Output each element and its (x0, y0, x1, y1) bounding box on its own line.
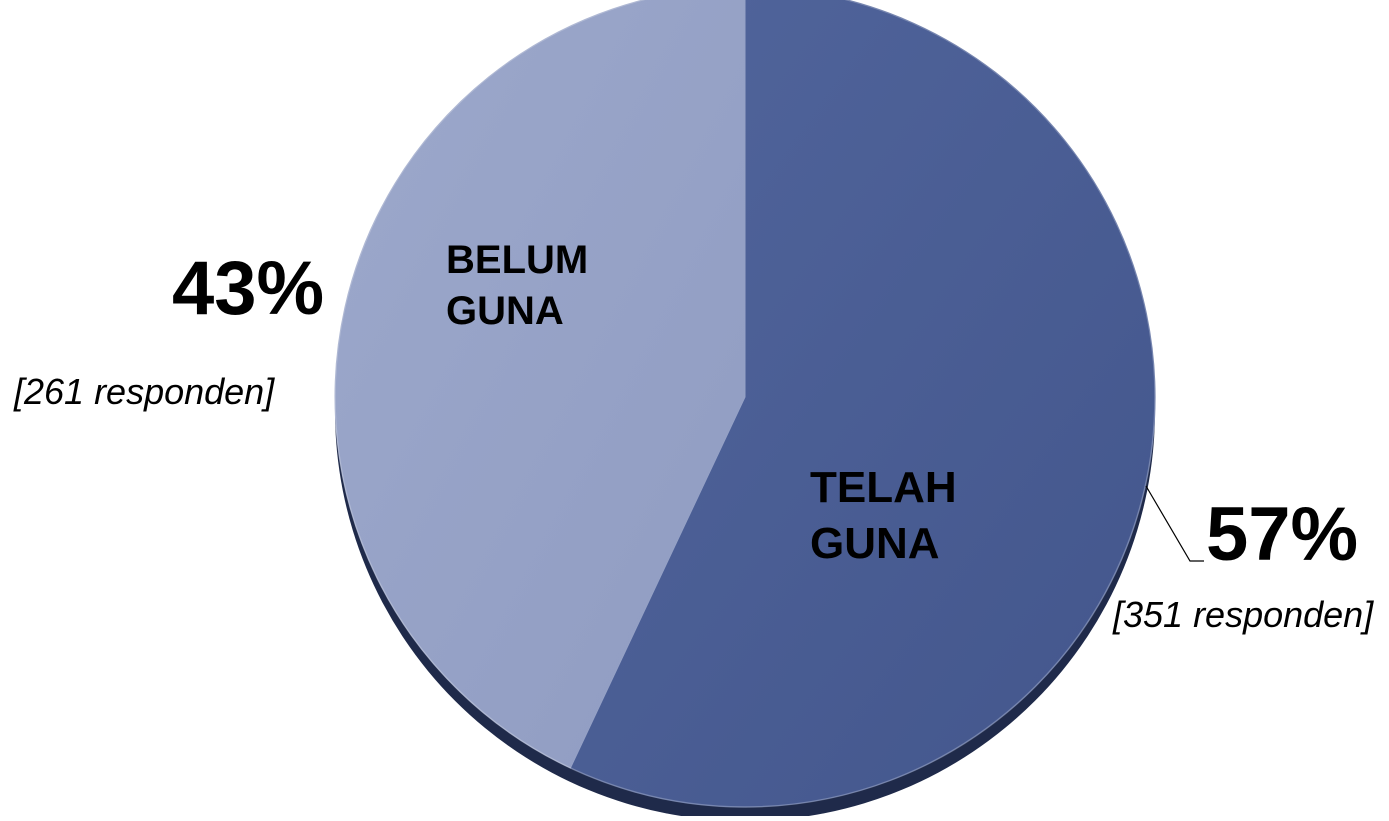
slice-value-label: 43% (172, 246, 324, 331)
pie-slice-telah-guna (569, 0, 1156, 808)
slice-label-line-1: TELAH (810, 463, 957, 512)
slice-value-label: 57% (1206, 492, 1358, 577)
slice-count-label: [351 responden] (1112, 594, 1374, 635)
slice-count-label: [261 responden] (13, 371, 275, 412)
pie-slice-belum-guna (334, 0, 746, 769)
slice-label-line-2: GUNA (446, 289, 564, 333)
slice-label-line-2: GUNA (810, 519, 940, 568)
pie-outline (334, 0, 1156, 808)
slice-label-line-1: BELUM (446, 238, 588, 282)
leader-line (1145, 485, 1204, 562)
